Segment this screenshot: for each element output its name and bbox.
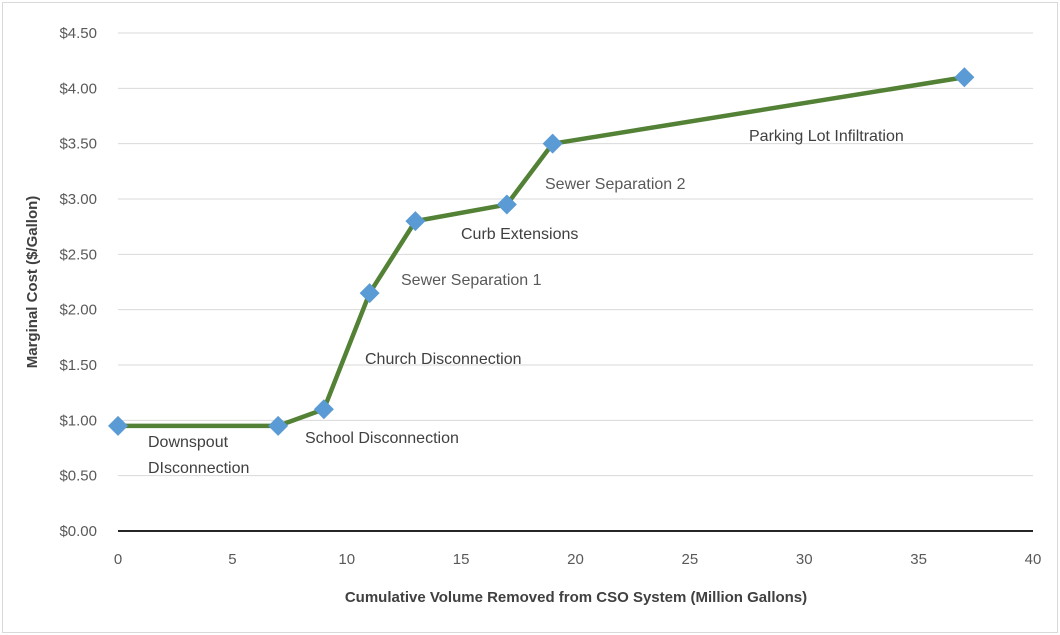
series-line xyxy=(115,75,967,429)
y-tick-labels: $0.00 $0.50 $1.00 $1.50 $2.00 $2.50 $3.00 $3.50… xyxy=(59,25,97,540)
data-point-marker xyxy=(108,415,128,436)
y-tick-label: $3.50 xyxy=(59,136,97,153)
y-axis-title: Marginal Cost ($/Gallon) xyxy=(24,196,41,369)
x-tick-label: 15 xyxy=(453,551,470,568)
annotation-sewer-separation-2: Sewer Separation 2 xyxy=(545,176,686,193)
annotation-downspout-line2: DIsconnection xyxy=(148,460,249,477)
x-tick-label: 40 xyxy=(1025,551,1042,568)
annotation-church-disconnection: Church Disconnection xyxy=(365,351,522,368)
y-tick-label: $0.00 xyxy=(59,523,97,540)
y-tick-label: $4.50 xyxy=(59,25,97,42)
gridlines xyxy=(118,32,1033,532)
y-tick-label: $1.50 xyxy=(59,357,97,374)
x-axis-title: Cumulative Volume Removed from CSO Syste… xyxy=(345,589,807,606)
data-point-marker xyxy=(405,211,426,232)
x-tick-label: 30 xyxy=(796,551,813,568)
annotation-school-disconnection: School Disconnection xyxy=(305,430,459,447)
data-point-marker xyxy=(313,399,334,420)
x-tick-label: 5 xyxy=(228,551,236,568)
data-point-marker xyxy=(496,194,517,215)
data-point-marker xyxy=(954,67,975,88)
x-tick-label: 35 xyxy=(910,551,927,568)
y-tick-label: $2.50 xyxy=(59,246,97,263)
data-point-marker xyxy=(542,133,563,154)
y-tick-label: $4.00 xyxy=(59,80,97,97)
data-point-marker xyxy=(359,283,380,304)
x-tick-label: 25 xyxy=(682,551,699,568)
x-tick-labels: 0 5 10 15 20 25 30 35 40 xyxy=(114,551,1042,568)
annotation-curb-extensions: Curb Extensions xyxy=(461,226,578,243)
annotation-sewer-separation-1: Sewer Separation 1 xyxy=(401,272,542,289)
series-markers xyxy=(108,67,975,436)
data-point-marker xyxy=(268,415,289,436)
y-tick-label: $2.00 xyxy=(59,302,97,319)
x-tick-label: 20 xyxy=(567,551,584,568)
y-tick-label: $3.00 xyxy=(59,191,97,208)
annotation-downspout-line1: Downspout xyxy=(148,434,229,451)
x-tick-label: 0 xyxy=(114,551,122,568)
annotation-parking-lot-infiltration: Parking Lot Infiltration xyxy=(749,128,904,145)
y-tick-label: $0.50 xyxy=(59,468,97,485)
y-tick-label: $1.00 xyxy=(59,412,97,429)
x-tick-label: 10 xyxy=(338,551,355,568)
series-polyline xyxy=(115,75,967,429)
